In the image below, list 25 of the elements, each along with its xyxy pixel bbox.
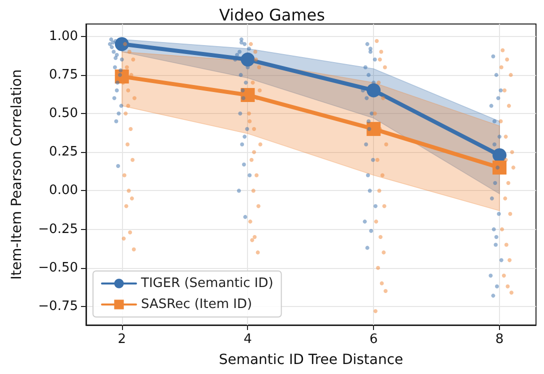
y-tick-label: 1.00 [49,28,78,44]
legend-label: TIGER (Semantic ID) [140,276,274,291]
y-tick-label: 0.00 [49,183,78,198]
x-tick-label: 4 [244,332,252,347]
point [240,88,255,102]
point [366,122,381,136]
point [114,37,129,52]
x-tick-label: 2 [118,332,126,347]
y-tick-label: 0.25 [49,144,78,160]
chart-title: Video Games [219,6,325,24]
y-tick-label: −0.25 [38,222,78,237]
point [240,52,255,66]
y-tick-label: −0.50 [38,260,78,276]
point [366,83,381,98]
x-tick-label: 6 [369,332,378,347]
point [492,160,506,175]
y-tick-label: 0.50 [49,106,78,122]
point [492,148,506,162]
x-tick-label: 8 [495,332,504,347]
y-axis-title: Item-Item Pearson Correlation [9,69,25,280]
point [114,69,129,84]
y-tick-label: 0.75 [49,67,78,82]
y-tick-label: −0.75 [38,298,78,314]
legend-label: SASRec (Item ID) [141,297,252,312]
x-axis-title: Semantic ID Tree Distance [218,352,404,368]
